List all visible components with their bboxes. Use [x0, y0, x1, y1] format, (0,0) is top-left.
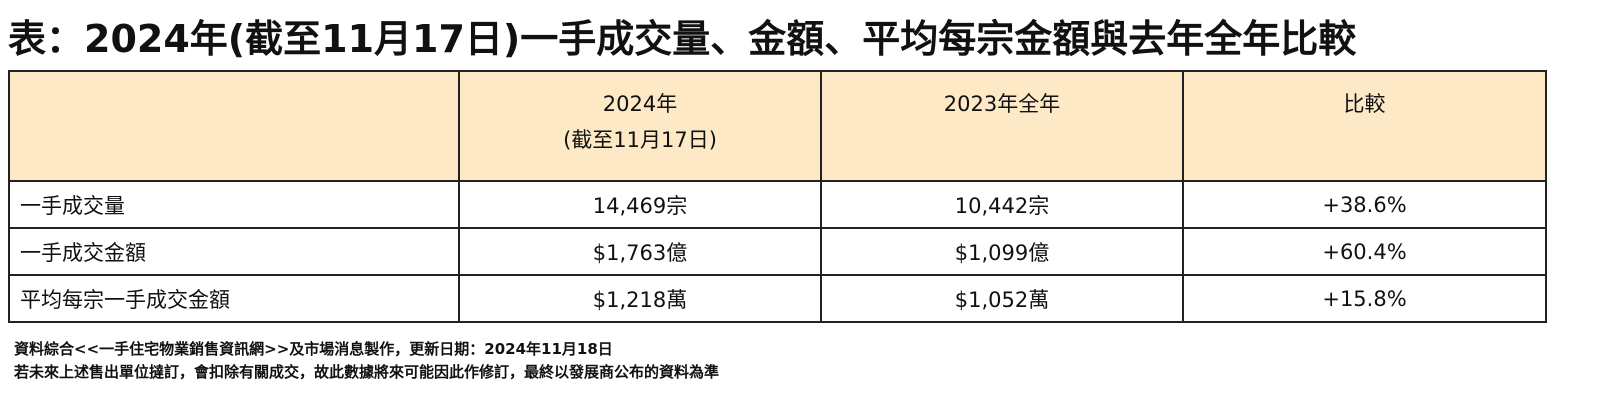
header-text: (截至11月17日)	[563, 128, 717, 152]
cell: +38.6%	[1182, 180, 1547, 229]
notes: 資料綜合<<一手住宅物業銷售資訊網>>及市場消息製作，更新日期：2024年11月…	[14, 338, 719, 384]
note: 若未來上述售出單位撻訂，會扣除有關成交，故此數據將來可能因此作修訂，最終以發展商…	[14, 363, 720, 381]
header-text: 2024年	[602, 92, 678, 116]
table-body: 一手成交量 14,469宗 10,442宗 +38.6% 一手成交金額 $1,763億 $1…	[8, 180, 1547, 323]
row-label: 一手成交量	[8, 180, 460, 229]
table-row: 一手成交量 14,469宗 10,442宗 +38.6%	[8, 180, 1547, 229]
header-cell	[8, 70, 460, 182]
cell: 10,442宗	[820, 180, 1184, 229]
table-row: 一手成交金額 $1,763億 $1,099億 +60.4%	[8, 227, 1547, 276]
header-text: 2023年全年	[943, 92, 1061, 116]
header-cell: 2023年全年	[820, 70, 1184, 182]
header-cell: 2024年 (截至11月17日)	[458, 70, 822, 182]
cell: +60.4%	[1182, 227, 1547, 276]
title: 表：2024年(截至11月17日)一手成交量、金額、平均每宗金額與去年全年比較	[8, 17, 1357, 61]
cell: 14,469宗	[458, 180, 822, 229]
table-row: 平均每宗一手成交金額 $1,218萬 $1,052萬 +15.8%	[8, 274, 1547, 323]
row-label: 平均每宗一手成交金額	[8, 274, 460, 323]
comparison-table: 2024年 (截至11月17日) 2023年全年 比較 一手成交量 14,469宗 10,…	[8, 70, 1547, 323]
cell: $1,763億	[458, 227, 822, 276]
row-label: 一手成交金額	[8, 227, 460, 276]
cell: $1,052萬	[820, 274, 1184, 323]
header-row: 2024年 (截至11月17日) 2023年全年 比較	[8, 70, 1547, 182]
cell: $1,099億	[820, 227, 1184, 276]
cell: $1,218萬	[458, 274, 822, 323]
note: 資料綜合<<一手住宅物業銷售資訊網>>及市場消息製作，更新日期：2024年11月…	[14, 340, 613, 358]
header-text: 比較	[1343, 92, 1386, 116]
header-cell: 比較	[1182, 70, 1547, 182]
cell: +15.8%	[1182, 274, 1547, 323]
